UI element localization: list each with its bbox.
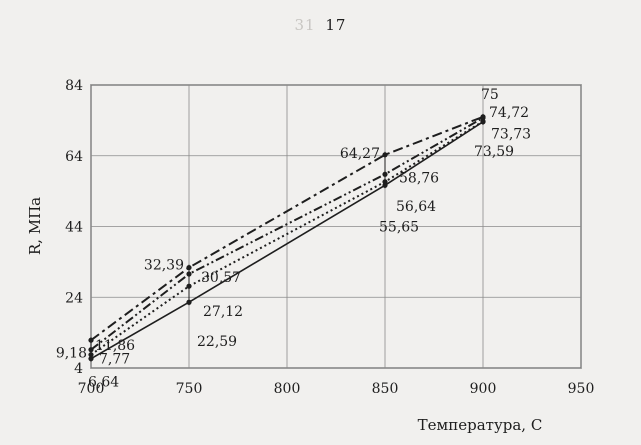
y-tick-label: 4 [74,361,83,377]
y-tick-label: 84 [65,78,83,94]
data-label: 30,57 [201,270,241,286]
series-line-2 [90,120,484,356]
x-tick-label: 800 [274,381,301,397]
y-tick-label: 24 [65,290,83,306]
data-label: 6,64 [88,375,119,391]
data-label: 64,27 [340,146,380,162]
series-line-1 [90,121,484,360]
x-tick-label: 750 [176,381,203,397]
data-label: 55,65 [379,219,419,235]
data-label: 75 [481,87,499,103]
chart-data-labels: 75 74,72 73,73 73,59 64,27 58,76 56,64 55,65 32,… [56,87,531,391]
data-label: 9,18 [56,346,87,362]
x-tick-label: 850 [372,381,399,397]
data-label: 11,86 [95,338,135,354]
chart-markers [88,113,486,362]
data-label: 32,39 [144,258,184,274]
x-axis-title: Температура, С [418,416,543,434]
x-tick-label: 900 [470,381,497,397]
series-line-3 [90,116,484,351]
y-tick-label: 44 [65,220,83,236]
data-label: 7,77 [99,352,130,368]
data-label: 58,76 [399,170,439,186]
chart-ticks: 700 750 800 850 900 950 4 24 44 64 84 [65,78,594,397]
y-axis-title: R, МПа [26,197,44,255]
series-line-4 [90,115,484,341]
data-label: 73,59 [474,144,514,160]
data-label: 56,64 [396,199,436,215]
data-label: 27,12 [203,304,243,320]
x-tick-label: 950 [568,381,595,397]
data-label: 73,73 [491,126,531,142]
chart-grid [90,84,582,369]
page-number: 17 [325,16,347,34]
data-label: 22,59 [197,334,237,350]
page-header: 31 17 [0,16,641,34]
data-label: 74,72 [489,105,529,121]
faded-page-text: 31 [294,16,316,34]
y-tick-label: 64 [65,149,83,165]
x-tick-label: 700 [78,381,105,397]
chart-series [90,115,484,360]
